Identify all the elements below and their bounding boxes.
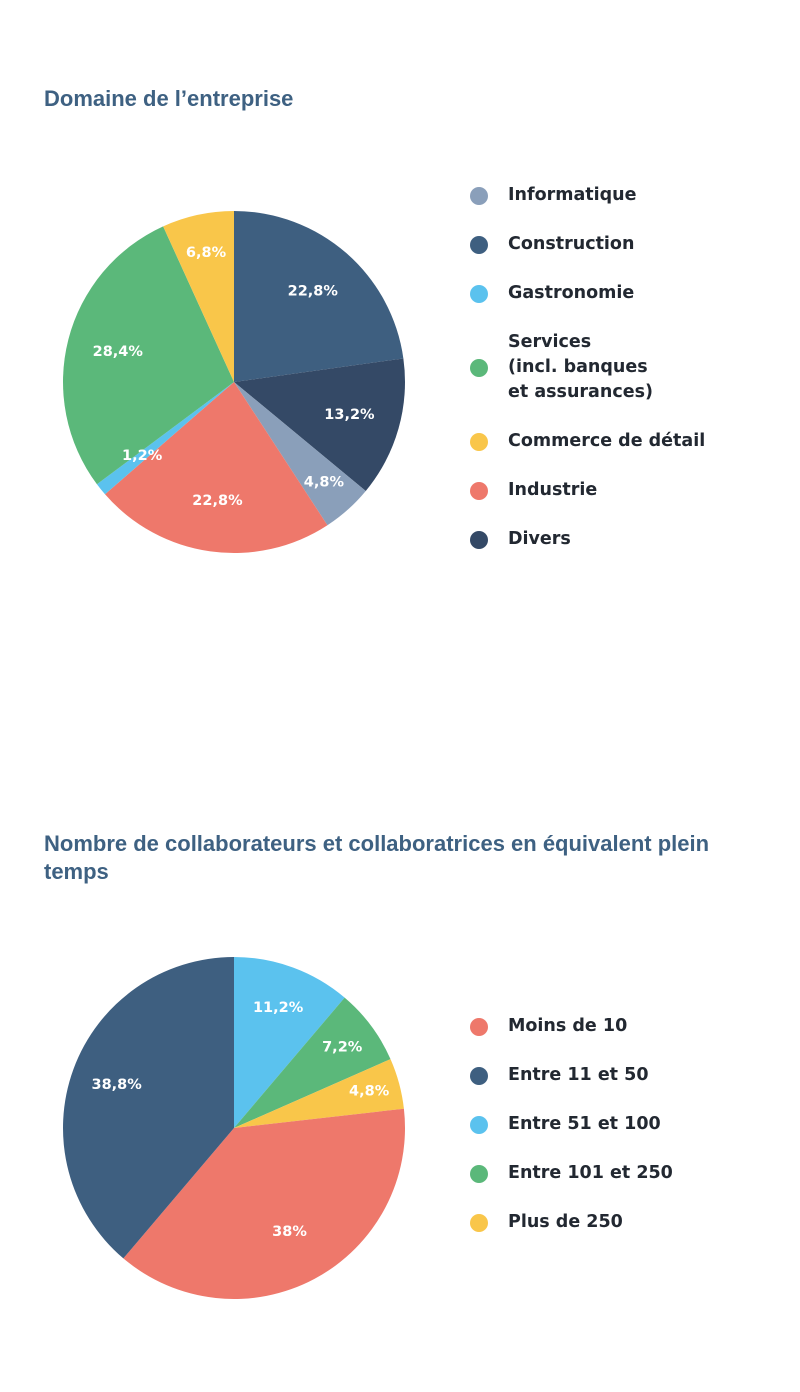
legend-item-entre-101-et-250: Entre 101 et 250 — [470, 1161, 790, 1186]
legend-swatch — [470, 1115, 488, 1134]
legend-label: Gastronomie — [508, 283, 635, 303]
legend-label: Moins de 10 — [508, 1016, 628, 1036]
data-label-moins-de-10: 38% — [272, 1224, 307, 1240]
data-label-commerce-de-detail: 6,8% — [186, 245, 227, 261]
legend-item-industrie: Industrie — [470, 478, 790, 503]
pie-slice-construction — [234, 211, 404, 382]
legend-item-divers: Divers — [470, 527, 790, 552]
legend-item-entre-11-et-50: Entre 11 et 50 — [470, 1063, 790, 1088]
legend-item-moins-de-10: Moins de 10 — [470, 1014, 790, 1039]
legend-label: Construction — [508, 234, 635, 254]
legend-swatch — [470, 432, 488, 451]
legend-item-gastronomie: Gastronomie — [470, 281, 790, 306]
pie-slice-services — [62, 226, 234, 485]
legend-swatch — [470, 235, 488, 254]
data-label-entre-11-et-50: 38,8% — [92, 1077, 143, 1093]
pie-slice-informatique — [234, 382, 366, 526]
legend-domaine: Informatique Construction Gastronomie Servi… — [470, 183, 790, 552]
pie-slice-plus-de-250 — [234, 1059, 404, 1128]
pie-slice-entre-101-et-250 — [234, 997, 391, 1128]
legend-label: Industrie — [508, 480, 598, 500]
legend-swatch — [470, 186, 488, 205]
data-label-industrie: 22,8% — [192, 493, 243, 509]
data-label-services: 28,4% — [93, 344, 144, 360]
legend-item-commerce-de-detail: Commerce de détail — [470, 429, 790, 454]
legend-swatch — [470, 1017, 488, 1036]
legend-label: Entre 51 et 100 — [508, 1114, 661, 1134]
pie-slice-entre-51-et-100 — [234, 957, 345, 1128]
data-label-divers: 13,2% — [324, 407, 375, 423]
data-label-informatique: 4,8% — [304, 475, 345, 491]
legend-swatch — [470, 284, 488, 303]
legend-swatch — [470, 358, 488, 377]
pie-slice-moins-de-10 — [123, 1108, 406, 1300]
data-label-construction: 22,8% — [288, 283, 339, 299]
legend-swatch — [470, 530, 488, 549]
legend-swatch — [470, 1066, 488, 1085]
legend-label: Entre 101 et 250 — [508, 1163, 673, 1183]
legend-swatch — [470, 481, 488, 500]
legend-item-construction: Construction — [470, 232, 790, 257]
legend-item-services: Services (incl. banques et assurances) — [470, 330, 790, 405]
legend-item-plus-de-250: Plus de 250 — [470, 1210, 790, 1235]
chart-title-domaine: Domaine de l’entreprise — [44, 86, 294, 111]
legend-label: Entre 11 et 50 — [508, 1065, 649, 1085]
chart-title-collaborateurs: Nombre de collaborateurs et collaboratri… — [44, 831, 710, 884]
data-label-entre-51-et-100: 11,2% — [253, 1000, 304, 1016]
pie-slice-commerce-de-detail — [163, 211, 234, 382]
pie-slice-entre-11-et-50 — [62, 957, 234, 1259]
legend-label: Divers — [508, 529, 571, 549]
pie-chart-domaine: 22,8% 13,2% 4,8% 22,8% 1,2% 28,4% 6,8% — [62, 211, 405, 553]
legend-item-informatique: Informatique — [470, 183, 790, 208]
legend-item-entre-51-et-100: Entre 51 et 100 — [470, 1112, 790, 1137]
legend-label: Informatique — [508, 185, 637, 205]
legend-label: Commerce de détail — [508, 431, 706, 451]
legend-label: Plus de 250 — [508, 1212, 623, 1232]
legend-swatch — [470, 1213, 488, 1232]
data-label-gastronomie: 1,2% — [122, 448, 163, 464]
legend-swatch — [470, 1164, 488, 1183]
legend-label: Services (incl. banques et assurances) — [508, 332, 653, 402]
legend-collaborateurs: Moins de 10 Entre 11 et 50 Entre 51 et 100… — [470, 1014, 790, 1235]
pie-slice-divers — [234, 358, 405, 491]
pie-slice-gastronomie — [96, 382, 235, 495]
data-label-entre-101-et-250: 7,2% — [322, 1039, 363, 1055]
data-label-plus-de-250: 4,8% — [349, 1083, 390, 1099]
pie-slice-industrie — [105, 382, 328, 553]
